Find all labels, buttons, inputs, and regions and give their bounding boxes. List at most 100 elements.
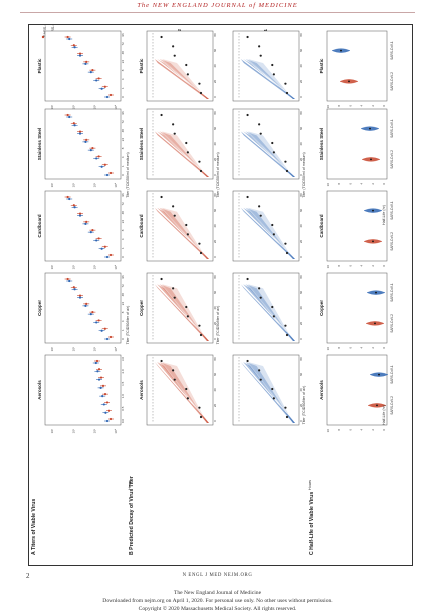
panel-c-median-sars1 [369,127,371,130]
panel-a-titer-tick: 10³ [93,429,97,433]
panel-b-point-sars2 [198,160,201,163]
panel-b-band-sars1 [240,284,295,341]
panel-b-band-sars2 [157,207,209,259]
panel-b-hour-tick-sars1: 60 [299,49,303,53]
panel-b-band-sars1 [243,131,295,177]
panel-b-hour-tick-sars1: 80 [299,357,303,361]
panel-a-point-sars1 [101,395,104,398]
panel-a-plot-frame [44,108,122,180]
panel-b-hour-tick-sars1: 0 [299,96,303,98]
panel-b-point-sars1 [258,287,261,290]
panel-a-hour-tick: 48 [121,129,125,133]
panel-b-point-sars2 [186,151,189,154]
panel-a-hour-tick: 4 [121,156,125,158]
panel-b-point-sars1 [285,169,289,173]
panel-c-label-sars1: SARS-CoV-1 [390,119,394,138]
panel-a-titer-tick: 10¹ [50,265,54,269]
panel-b-point-sars2 [185,63,188,67]
axis-titer-air-a: Titer (TCID50/liter of air) [126,306,130,345]
panel-c-label-sars1: SARS-CoV-1 [390,201,394,220]
panel-a-hour-tick: 24 [121,302,125,306]
panel-a-point-sars1 [78,296,82,299]
panel-a-point-sars2 [91,69,94,72]
panel-c-plot-frame [326,108,388,180]
panel-b-band-sars1 [248,207,295,259]
panel-a-point-sars2 [109,171,113,175]
panel-b-point-sars2 [173,378,176,381]
panel-b-plot-frame-sars2 [146,30,214,102]
panel-c-halflife-tick: 4 [360,183,364,185]
panel-c-title: C Half-Life of Viable Virus [309,492,315,555]
panel-c-halflife-tick: 0 [382,183,386,185]
panel-b-hour-tick-sars1: 40 [299,388,303,392]
panel-a-point-sars1 [105,337,109,341]
panel-a-titer-tick: 10² [71,105,75,109]
panel-a-hour-tick: 72 [121,202,125,206]
panel-b-point-sars2 [199,415,203,419]
panel-b-point-sars1 [259,378,262,381]
axis-hours-b: Hours [308,480,312,490]
panel-b-hour-tick-sars2: 20 [213,158,217,162]
panel-b-band-sars1 [248,131,295,177]
column-title-b: Cardboard [139,214,144,237]
panel-b-point-sars2 [186,315,189,318]
panel-a-hour-tick: 48 [121,211,125,215]
panel-a-plot-frame [44,190,122,262]
panel-c-halflife-tick: 2 [371,183,375,185]
panel-b-hour-tick-sars2: 0 [213,420,217,422]
panel-a-point-sars1 [68,197,71,201]
panel-a-point-sars1 [95,321,98,324]
panel-a-title: A Titers of Viable Virus [31,499,37,555]
panel-a-point-sars1 [89,71,92,74]
panel-a-point-sars2 [103,163,106,166]
panel-b-hour-tick-sars1: 0 [299,174,303,176]
panel-a-point-sars2 [97,237,100,240]
panel-b-band-sars2 [159,284,209,341]
panel-c-halflife-tick: 10 [326,429,330,433]
column-title-b: Aerosols [139,380,144,400]
panel-b-hour-tick-sars2: 0 [213,338,217,340]
footer-journal-line: The New England Journal of Medicine [173,590,262,596]
panel-b-hour-tick-sars1: 0 [299,338,303,340]
panel-a-point-sars2 [109,335,113,339]
panel-b-point-sars1 [271,223,274,227]
panel-b-hour-tick-sars1: 80 [299,275,303,279]
panel-b-point-sars2 [185,387,188,391]
column-title-b: Stainless Steel [139,128,144,160]
panel-a-titer-tick: 10² [71,183,75,187]
panel-b-hour-tick-sars1: 60 [299,209,303,213]
panel-a-point-sars1 [84,62,87,65]
panel-a-point-sars2 [109,93,113,97]
panel-b-point-sars2 [198,324,201,327]
panel-b-band-sars2 [162,362,209,423]
panel-b-point-sars1 [258,123,261,126]
axis-hours-a: Hours [128,480,132,490]
panel-a-point-sars2 [109,417,113,421]
panel-b-plot-frame-sars2 [146,108,214,180]
panel-c-halflife-tick: 10 [326,105,330,109]
panel-b-hour-tick-sars1: 60 [299,373,303,377]
column-title-c: Stainless Steel [319,128,324,160]
panel-a-point-sars2 [78,212,82,215]
column-title-b: Plastic [139,58,144,73]
panel-b-band-sars2 [162,59,209,99]
panel-b-plot-frame-sars1 [232,272,300,344]
panel-b-band-sars2 [154,284,209,341]
panel-b-title: B Predicted Decay of Virus Titer [129,476,135,555]
panel-a-point-sars2 [72,286,75,289]
panel-a-point-sars1 [84,304,87,307]
panel-b-hour-tick-sars2: 80 [213,193,217,197]
legend-sars1-label: SARS-CoV-1 [51,25,55,37]
panel-a-hour-tick: 48 [121,293,125,297]
panel-a-point-sars1 [78,54,82,57]
panel-b-point-sars2 [160,359,163,363]
panel-a-hour-tick: 72 [121,284,125,288]
panel-b-point-sars2 [199,333,203,337]
panel-a-hour-tick: 24 [121,138,125,142]
panel-a-plot-frame [44,30,122,102]
panel-c-halflife-tick: 0 [382,429,386,431]
panel-b-point-sars2 [199,251,203,255]
axis-titer-air-b: Titer (TCID50/liter of air) [216,306,220,345]
panel-a-titer-tick: 10⁴ [114,104,118,109]
panel-b-band-sars1 [248,59,295,99]
